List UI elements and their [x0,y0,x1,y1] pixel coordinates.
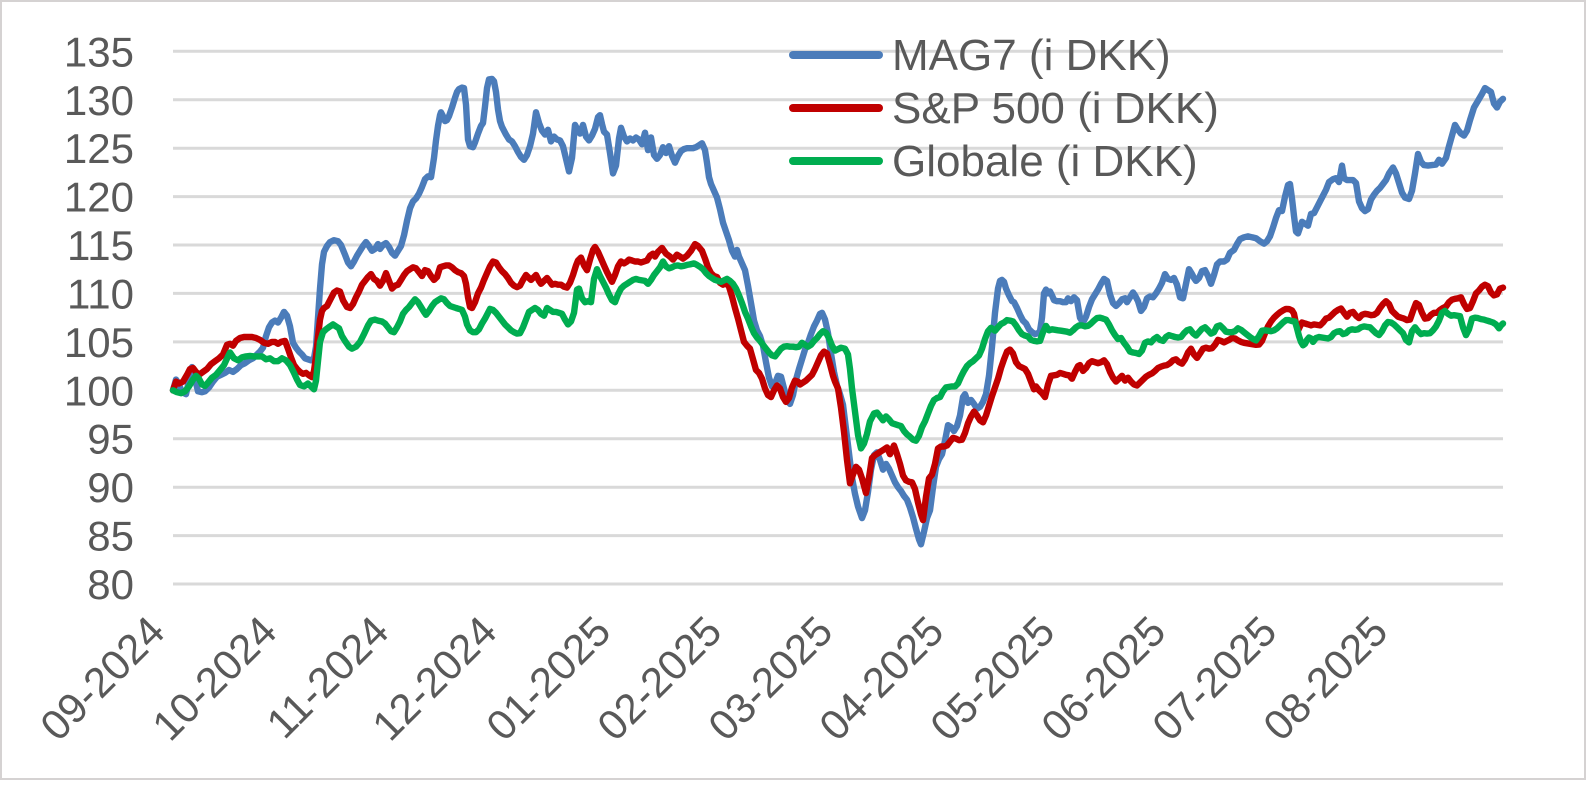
svg-text:120: 120 [64,174,134,221]
svg-text:115: 115 [67,222,134,269]
svg-text:110: 110 [67,270,134,317]
svg-text:Globale (i DKK): Globale (i DKK) [892,137,1198,186]
svg-text:135: 135 [64,28,134,75]
svg-text:100: 100 [64,367,134,414]
svg-text:125: 125 [64,125,134,172]
svg-text:80: 80 [87,561,134,608]
svg-text:MAG7 (i DKK): MAG7 (i DKK) [892,31,1171,80]
svg-text:130: 130 [64,77,134,124]
svg-text:105: 105 [64,319,134,366]
svg-text:90: 90 [87,464,134,511]
svg-text:95: 95 [87,416,134,463]
svg-text:S&P 500 (i DKK): S&P 500 (i DKK) [892,84,1219,133]
svg-text:85: 85 [87,513,134,560]
